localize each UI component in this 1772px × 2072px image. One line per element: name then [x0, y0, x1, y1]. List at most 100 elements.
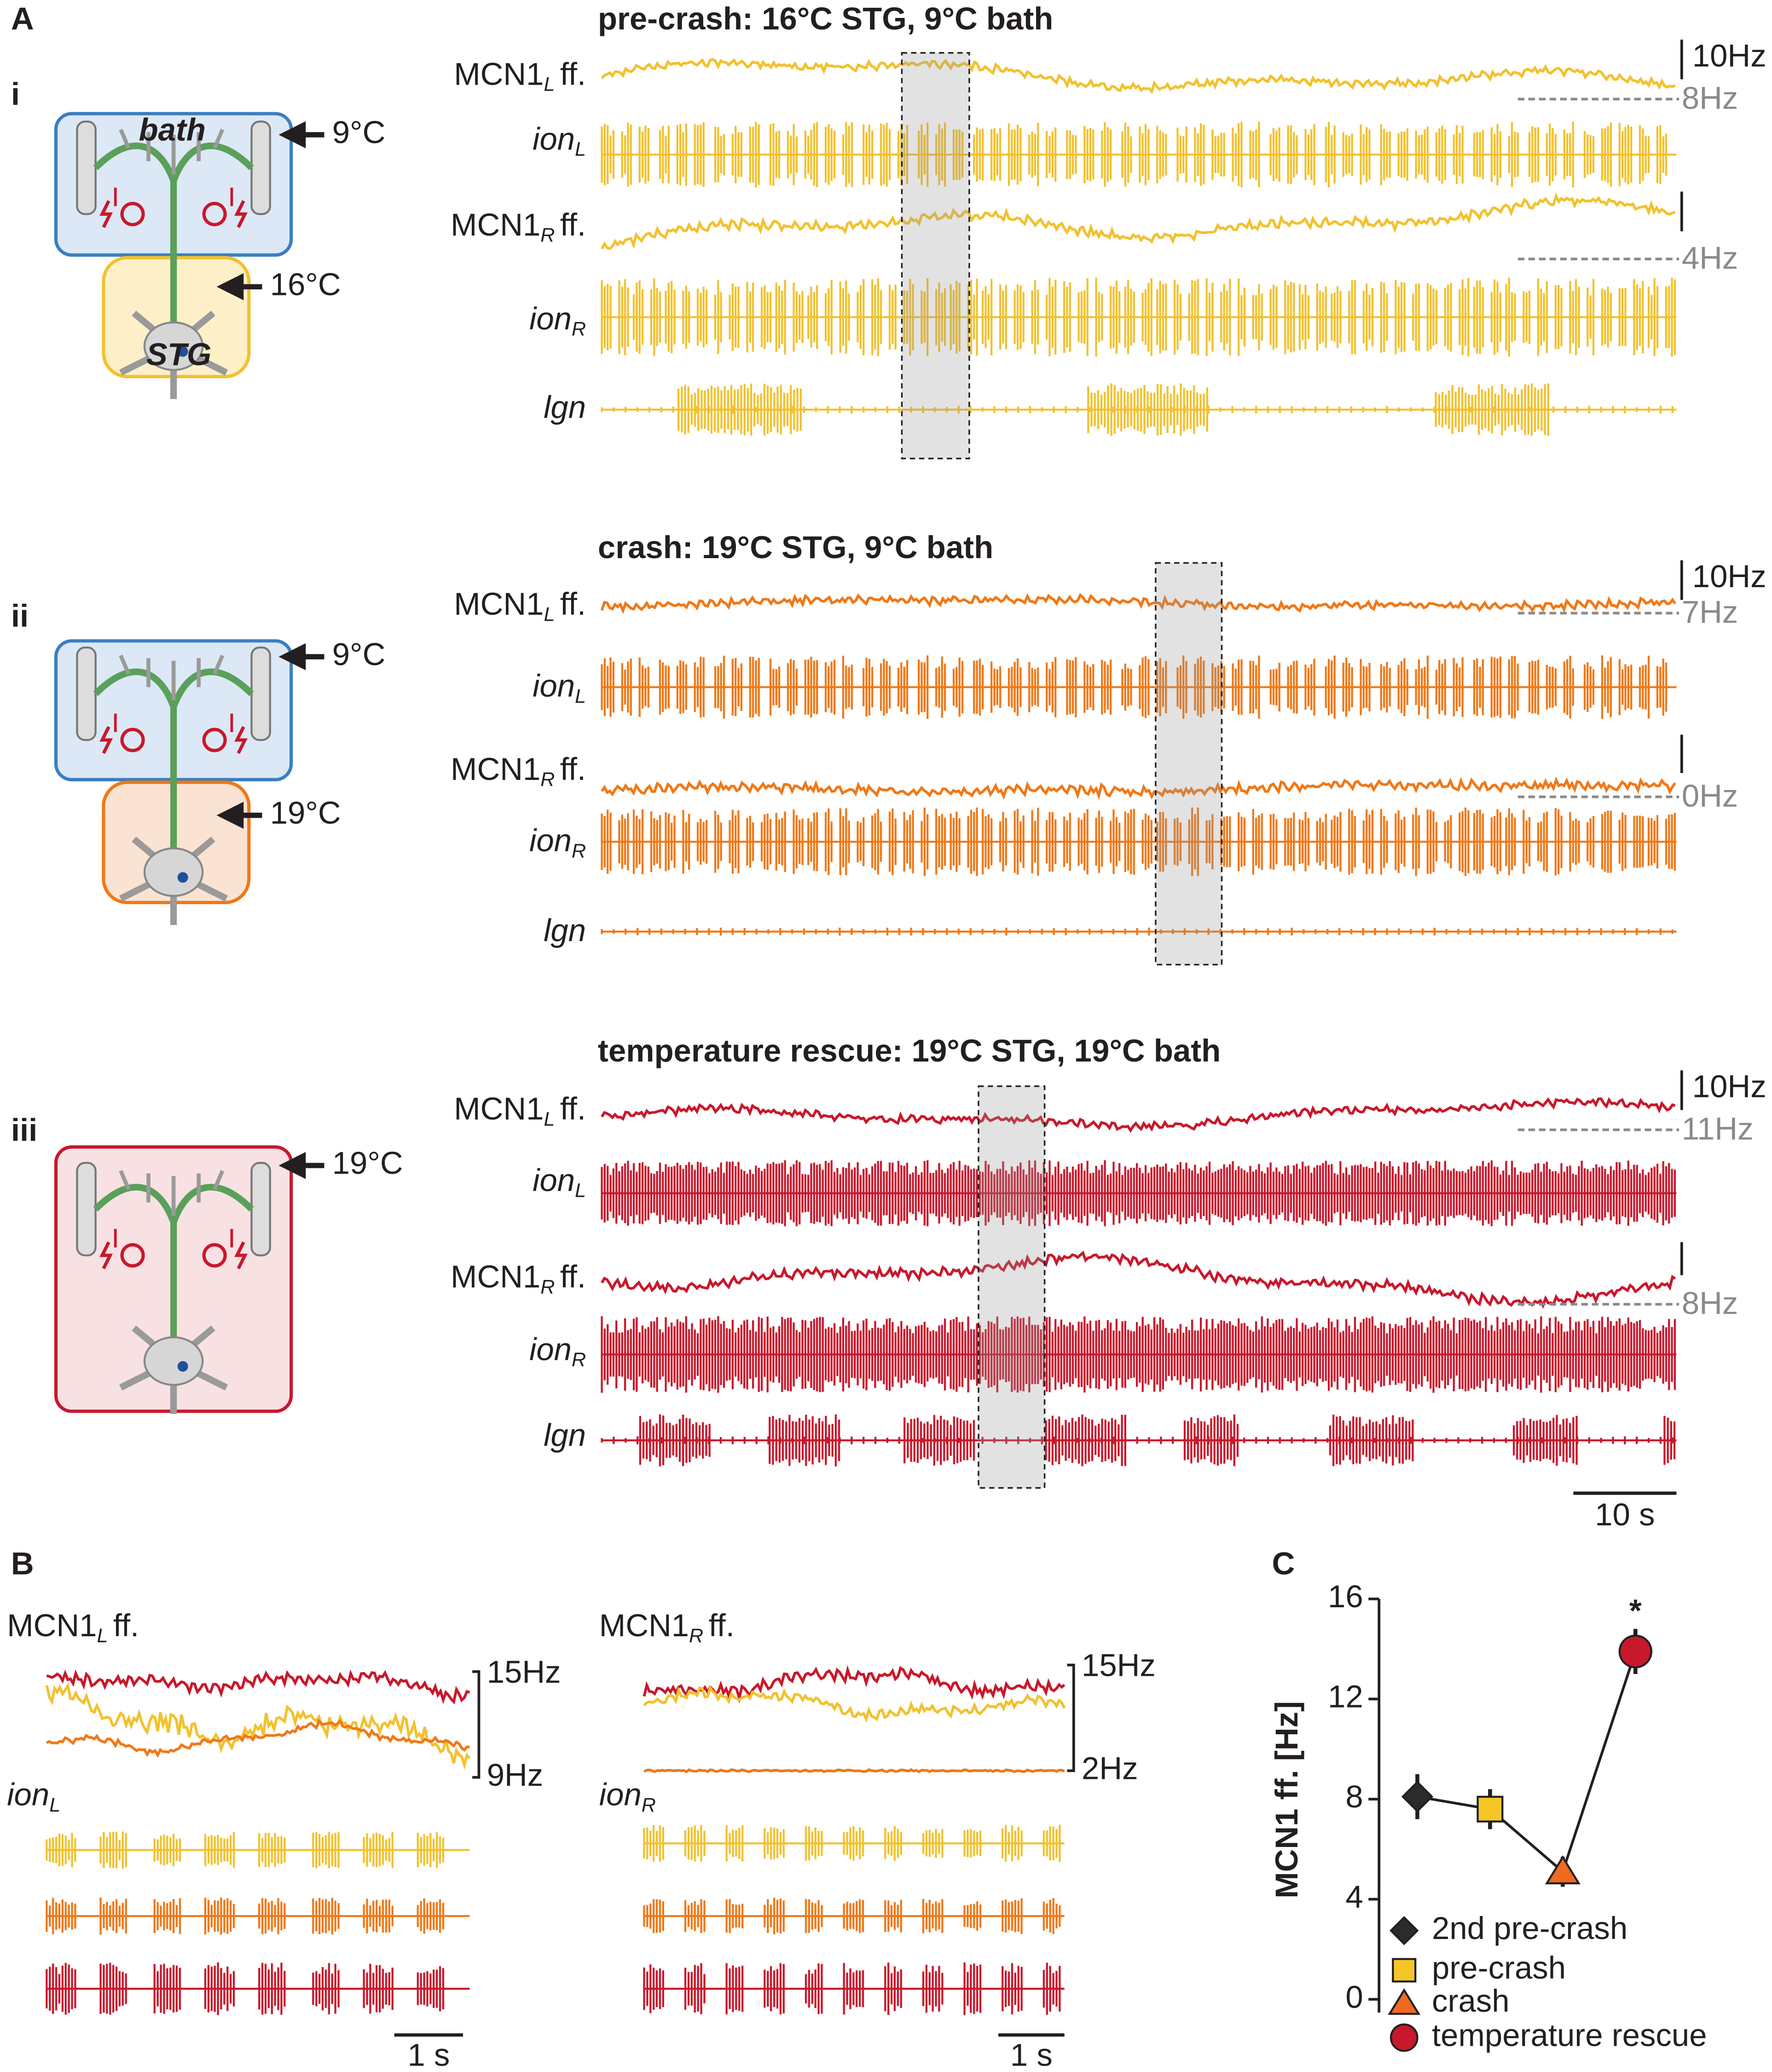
trace-label: lgn	[544, 389, 586, 425]
trace	[643, 1685, 1066, 1723]
trace	[1435, 383, 1551, 436]
label-main: ion	[529, 301, 572, 336]
trace-label: lgn	[544, 1418, 586, 1453]
label: 8Hz	[1682, 1286, 1738, 1321]
label: 0Hz	[1682, 778, 1738, 814]
branches	[119, 128, 225, 175]
label-sub: L	[544, 604, 555, 626]
trace	[601, 1316, 1677, 1393]
label: 1 s	[407, 2037, 450, 2072]
legend-marker	[1390, 2023, 1419, 2052]
label: crash: 19°C STG, 9°C bath	[598, 530, 993, 565]
trace	[601, 655, 1677, 719]
nerve-cylinder	[250, 121, 271, 215]
trace	[1183, 1414, 1239, 1466]
electrode	[202, 202, 227, 226]
nerve-cylinder	[76, 121, 97, 215]
trace	[643, 1962, 1065, 2015]
label: temperature rescue	[1432, 2018, 1707, 2053]
stim	[114, 713, 233, 732]
trace	[601, 928, 1677, 936]
label-main: lgn	[544, 389, 586, 425]
trace	[643, 1824, 1065, 1862]
trace	[600, 593, 1676, 614]
trace	[1087, 383, 1209, 436]
label-sub: R	[572, 1349, 586, 1371]
trace	[769, 1414, 840, 1466]
label-main: MCN1	[454, 586, 544, 622]
label: 2Hz	[1082, 1750, 1138, 1786]
trace	[1045, 1414, 1128, 1466]
label-sub: L	[49, 1794, 60, 1816]
electrode	[202, 1243, 227, 1268]
label-suffix: ff.	[560, 751, 586, 787]
label: 16	[1328, 1579, 1363, 1614]
label-main: ion	[533, 121, 575, 156]
trace	[601, 58, 1676, 94]
trace	[46, 1897, 470, 1935]
label: crash	[1432, 1983, 1510, 2019]
marker	[1545, 1855, 1581, 1885]
arrow	[216, 273, 262, 300]
label-main: lgn	[544, 1418, 586, 1453]
arrow	[278, 643, 324, 670]
trace	[46, 1718, 470, 1758]
trace-label: MCN1L ff.	[454, 586, 586, 625]
label: MCN1 ff. [Hz]	[1269, 1701, 1304, 1899]
label: bath	[139, 112, 205, 147]
marker	[1401, 1780, 1434, 1813]
label-sub: L	[575, 1180, 586, 1202]
label: A	[11, 1, 34, 36]
bolt	[99, 726, 248, 754]
label-main: ion	[529, 823, 572, 858]
label: 4Hz	[1682, 240, 1738, 276]
label: 10Hz	[1692, 1069, 1766, 1104]
branches	[119, 1170, 225, 1216]
trace-label: ionL	[7, 1777, 60, 1816]
label-suffix: ff.	[560, 207, 586, 242]
branches	[119, 654, 225, 701]
trace-label: MCN1L ff.	[454, 57, 586, 96]
label: 12	[1328, 1679, 1363, 1714]
label: pre-crash: 16°C STG, 9°C bath	[598, 1, 1053, 36]
trace	[677, 383, 803, 436]
bolt	[99, 1241, 248, 1270]
label: 0	[1345, 1979, 1363, 2014]
label: i	[11, 76, 20, 112]
label-main: ion	[533, 1162, 575, 1198]
label-suffix: ff.	[560, 57, 586, 92]
trace	[643, 1768, 1065, 1773]
neuron	[177, 1361, 188, 1372]
label: 9Hz	[487, 1757, 544, 1793]
trace-label: ionL	[533, 1162, 586, 1201]
label-main: ion	[599, 1777, 642, 1812]
label-main: MCN1	[454, 57, 544, 92]
trace-label: ionR	[529, 823, 586, 862]
label-main: MCN1	[7, 1608, 97, 1643]
label-sub: R	[572, 840, 586, 862]
trace	[643, 1898, 1065, 1935]
label-suffix: ff.	[560, 1259, 586, 1294]
highlight	[1155, 562, 1223, 966]
label: ii	[11, 598, 29, 634]
label-suffix: ff.	[113, 1608, 139, 1643]
label: 15Hz	[1082, 1647, 1156, 1683]
trace	[1329, 1414, 1415, 1466]
label: temperature rescue: 19°C STG, 19°C bath	[598, 1033, 1221, 1068]
label-main: MCN1	[599, 1608, 689, 1643]
label: B	[11, 1546, 34, 1581]
trace-label: MCN1L ff.	[7, 1608, 139, 1647]
connector	[1417, 1651, 1637, 1874]
label: 1 s	[1010, 2037, 1053, 2072]
nerve-cylinder	[76, 646, 97, 741]
electrode	[120, 1243, 145, 1268]
trace-label: ionL	[533, 668, 586, 707]
nerve-cylinder	[250, 1162, 271, 1257]
arrow	[278, 1152, 324, 1179]
stg-soma	[143, 1336, 204, 1386]
label-suffix: ff.	[560, 586, 586, 622]
highlight	[901, 52, 970, 460]
trace	[46, 1669, 470, 1705]
arrow	[278, 121, 324, 149]
